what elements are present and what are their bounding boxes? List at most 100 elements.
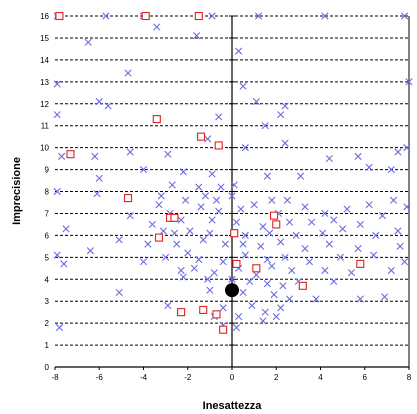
data-point-x xyxy=(325,155,333,163)
data-point-x xyxy=(219,258,227,266)
y-tick-label: 15 xyxy=(40,34,49,43)
data-point-x xyxy=(281,102,289,110)
data-point-x xyxy=(228,192,236,200)
data-point-x xyxy=(330,277,338,286)
data-point-x xyxy=(115,236,123,244)
data-point-x xyxy=(250,201,258,209)
data-point-x xyxy=(268,196,276,204)
data-point-x xyxy=(153,23,161,31)
data-point-x xyxy=(330,216,338,224)
data-point-x xyxy=(208,216,216,224)
data-point-x xyxy=(325,240,333,248)
data-point-x xyxy=(394,227,402,235)
data-point-x xyxy=(281,139,289,147)
data-point-square xyxy=(170,213,179,222)
x-tick-label: 0 xyxy=(230,373,235,382)
data-point-x xyxy=(389,196,398,204)
data-point-x xyxy=(400,12,409,20)
data-point-square xyxy=(212,310,221,319)
data-point-x xyxy=(248,301,256,310)
data-point-x xyxy=(193,32,201,40)
data-point-x xyxy=(252,97,260,106)
data-point-square xyxy=(123,194,133,203)
x-axis-title: Inesattezza xyxy=(203,400,263,412)
data-point-x xyxy=(354,152,362,160)
data-point-x xyxy=(159,227,168,235)
data-point-x xyxy=(179,168,187,176)
data-point-x xyxy=(372,231,380,239)
data-point-x xyxy=(270,291,278,299)
x-tick-label: 4 xyxy=(318,373,323,382)
data-point-x xyxy=(387,165,395,174)
data-point-x xyxy=(272,312,280,321)
x-tick-label: 6 xyxy=(363,373,368,382)
data-point-x xyxy=(259,223,267,231)
y-tick-label: 2 xyxy=(45,319,50,328)
y-tick-label: 13 xyxy=(40,78,49,87)
data-point-x xyxy=(356,295,364,303)
data-point-x xyxy=(370,251,378,259)
data-point-x xyxy=(279,282,287,290)
data-point-square xyxy=(272,220,281,229)
data-point-x xyxy=(181,196,190,204)
data-point-square xyxy=(194,11,203,21)
y-tick-label: 5 xyxy=(45,253,50,262)
data-point-x xyxy=(210,269,218,277)
data-point-x xyxy=(157,192,165,200)
x-tick-label: -4 xyxy=(140,373,148,382)
data-point-x xyxy=(396,242,404,250)
data-point-square xyxy=(177,308,186,317)
data-point-x xyxy=(246,277,254,286)
data-point-x xyxy=(405,78,413,86)
data-point-x xyxy=(139,258,148,266)
data-point-square xyxy=(55,11,64,21)
y-tick-label: 11 xyxy=(41,122,50,131)
data-point-x xyxy=(277,304,285,312)
data-point-x xyxy=(263,255,271,264)
data-point-x xyxy=(281,253,289,261)
data-point-square xyxy=(230,229,239,238)
data-point-square xyxy=(269,211,279,220)
data-point-x xyxy=(288,266,296,275)
data-point-x xyxy=(208,170,216,178)
y-tick-label: 12 xyxy=(40,100,49,109)
data-point-x xyxy=(343,205,351,213)
data-point-x xyxy=(215,113,223,121)
data-point-x xyxy=(190,264,198,272)
data-point-x xyxy=(126,212,134,220)
data-point-x xyxy=(241,231,249,239)
data-point-square xyxy=(219,325,228,334)
y-tick-label: 14 xyxy=(40,56,49,65)
data-point-x xyxy=(301,244,309,253)
y-tick-label: 7 xyxy=(45,209,50,218)
data-point-x xyxy=(201,192,210,200)
data-point-square xyxy=(66,150,75,159)
data-point-x xyxy=(168,181,176,189)
data-point-x xyxy=(204,135,212,143)
data-point-x xyxy=(58,152,66,160)
data-point-x xyxy=(95,97,103,106)
data-point-x xyxy=(204,275,212,283)
data-point-x xyxy=(400,258,409,266)
data-point-x xyxy=(241,251,249,259)
data-point-x xyxy=(173,240,181,248)
data-point-square xyxy=(196,132,206,141)
data-point-x xyxy=(354,244,362,253)
data-point-x xyxy=(186,227,194,235)
data-point-x xyxy=(365,163,373,171)
data-point-x xyxy=(199,236,207,244)
y-tick-label: 1 xyxy=(45,341,50,350)
data-point-x xyxy=(95,174,103,182)
data-point-x xyxy=(102,12,110,20)
data-point-square xyxy=(252,264,261,273)
data-point-x xyxy=(164,301,172,310)
data-point-x xyxy=(252,271,260,279)
data-point-x xyxy=(177,266,185,275)
y-tick-label: 3 xyxy=(45,297,50,306)
data-point-x xyxy=(365,201,373,209)
data-point-x xyxy=(237,205,245,213)
data-point-square xyxy=(298,281,307,290)
data-point-x xyxy=(139,165,148,174)
data-point-x xyxy=(339,225,347,233)
